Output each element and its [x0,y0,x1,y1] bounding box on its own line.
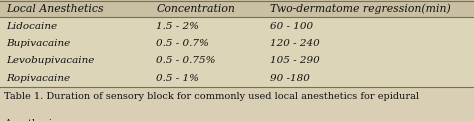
Bar [0,35,474,52]
Text: 0.5 - 0.7%: 0.5 - 0.7% [156,39,210,48]
Text: Local Anesthetics: Local Anesthetics [6,4,103,14]
Text: Anesthesia: Anesthesia [4,119,57,121]
Text: 0.5 - 1%: 0.5 - 1% [156,74,200,83]
Text: 90 -180: 90 -180 [270,74,310,83]
Bar [0,70,474,87]
Text: Levobupivacaine: Levobupivacaine [6,57,94,65]
Text: 0.5 - 0.75%: 0.5 - 0.75% [156,57,216,65]
Text: 60 - 100: 60 - 100 [270,22,313,31]
Text: Concentration: Concentration [156,4,235,14]
Text: Ropivacaine: Ropivacaine [6,74,70,83]
Text: Table 1. Duration of sensory block for commonly used local anesthetics for epidu: Table 1. Duration of sensory block for c… [4,92,419,101]
Text: 105 - 290: 105 - 290 [270,57,320,65]
Text: Bupivacaine: Bupivacaine [6,39,70,48]
Text: Lidocaine: Lidocaine [6,22,57,31]
Text: 120 - 240: 120 - 240 [270,39,320,48]
Bar [0,52,474,70]
Bar [0,0,474,17]
Text: Two-dermatome regression(min): Two-dermatome regression(min) [270,3,451,14]
Text: 1.5 - 2%: 1.5 - 2% [156,22,200,31]
Bar [0,17,474,35]
